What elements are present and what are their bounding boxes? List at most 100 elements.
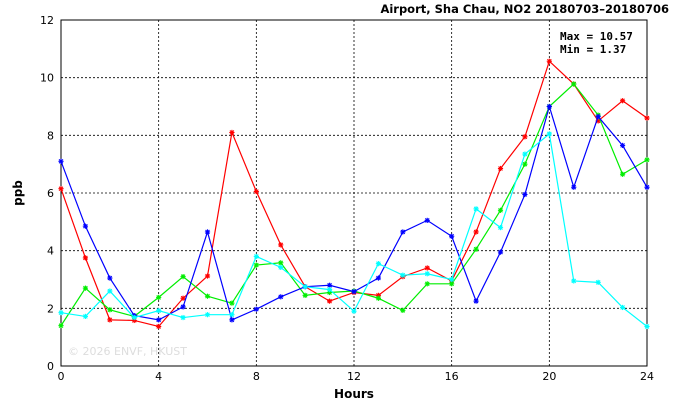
x-axis: 0 4 8 12 16 20 24	[58, 370, 655, 383]
max-label: Max = 10.57	[560, 30, 633, 43]
data-point	[522, 134, 528, 140]
data-point	[449, 233, 455, 239]
data-point	[644, 157, 650, 163]
data-point	[204, 273, 211, 279]
data-point	[400, 272, 406, 278]
y-tick-label: 10	[40, 72, 54, 85]
data-point	[253, 306, 259, 312]
x-axis-label: Hours	[334, 387, 374, 401]
x-tick-label: 20	[542, 370, 556, 383]
data-point	[473, 298, 479, 304]
data-point	[82, 255, 89, 261]
data-point	[351, 289, 357, 295]
data-point	[497, 249, 504, 255]
data-point	[302, 292, 308, 298]
x-tick-label: 4	[155, 370, 162, 383]
chart-title: Airport, Sha Chau, NO2 20180703–20180706	[380, 2, 669, 16]
data-point	[156, 308, 162, 314]
data-point	[107, 307, 113, 313]
data-point	[473, 246, 479, 252]
data-point	[571, 184, 577, 190]
series-layer	[58, 58, 650, 330]
data-point	[326, 286, 333, 293]
data-point	[253, 262, 259, 268]
data-point	[595, 113, 601, 120]
data-point	[326, 298, 333, 304]
data-point	[571, 81, 577, 87]
y-axis-label: ppb	[11, 180, 25, 206]
data-point	[204, 229, 211, 235]
data-point	[497, 225, 504, 231]
series-4	[58, 131, 650, 330]
data-point	[595, 279, 601, 285]
data-point	[131, 314, 137, 321]
min-label: Min = 1.37	[560, 43, 626, 56]
data-point	[449, 281, 455, 287]
data-point	[204, 312, 211, 318]
data-point	[107, 317, 113, 323]
x-tick-label: 24	[640, 370, 654, 383]
data-point	[229, 312, 235, 318]
data-point	[58, 158, 64, 164]
data-point	[424, 281, 430, 287]
data-point	[619, 304, 626, 311]
data-point	[571, 278, 577, 284]
data-point	[82, 285, 89, 291]
data-point	[473, 206, 479, 212]
data-point	[229, 317, 235, 323]
y-tick-label: 12	[40, 14, 54, 27]
data-point	[644, 323, 650, 330]
data-point	[204, 293, 211, 299]
data-point	[375, 275, 382, 281]
data-point	[546, 103, 552, 110]
data-point	[156, 294, 162, 300]
data-point	[180, 304, 186, 310]
data-point	[644, 184, 650, 190]
data-point	[107, 288, 113, 294]
data-point	[619, 98, 626, 104]
data-point	[82, 313, 89, 320]
data-point	[180, 295, 186, 301]
y-axis: 0 2 4 6 8 10 12	[40, 14, 54, 373]
data-point	[180, 314, 186, 321]
data-point	[351, 308, 357, 314]
x-tick-label: 8	[253, 370, 260, 383]
plot-frame	[60, 19, 648, 367]
data-point	[82, 223, 89, 229]
data-point	[302, 284, 308, 290]
data-point	[546, 131, 552, 137]
data-point	[400, 229, 406, 235]
data-point	[449, 276, 455, 283]
y-tick-label: 8	[47, 129, 54, 142]
x-tick-label: 16	[445, 370, 459, 383]
data-point	[107, 275, 113, 281]
data-point	[278, 242, 284, 248]
data-point	[58, 310, 64, 316]
data-point	[156, 317, 162, 323]
data-point	[253, 253, 259, 260]
series-3	[58, 103, 650, 323]
data-point	[253, 188, 259, 195]
data-point	[619, 171, 626, 177]
data-point	[619, 142, 626, 149]
data-point	[180, 274, 186, 280]
data-point	[278, 294, 284, 300]
data-point	[497, 207, 504, 213]
y-tick-label: 0	[47, 360, 54, 373]
data-point	[424, 271, 430, 277]
data-point	[424, 217, 430, 223]
y-tick-label: 6	[47, 187, 54, 200]
data-point	[375, 295, 382, 301]
data-point	[400, 307, 406, 313]
data-point	[644, 115, 650, 121]
data-point	[522, 161, 528, 167]
y-tick-label: 2	[47, 302, 54, 315]
data-point	[546, 58, 552, 64]
data-point	[375, 261, 382, 267]
data-point	[424, 265, 430, 271]
data-point	[229, 300, 235, 306]
y-tick-label: 4	[47, 245, 54, 258]
data-point	[473, 229, 479, 235]
data-point	[229, 129, 235, 136]
